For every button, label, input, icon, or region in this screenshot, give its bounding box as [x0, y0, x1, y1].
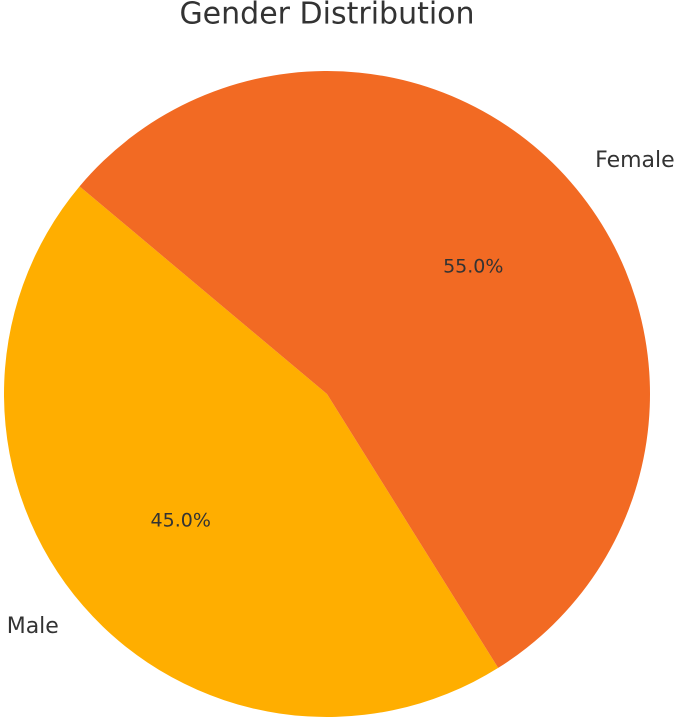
pie-slice: [4, 186, 499, 717]
value-label: 45.0%: [151, 510, 211, 532]
slice-label: Female: [595, 148, 675, 173]
chart-title: Gender Distribution: [179, 0, 474, 32]
value-label: 55.0%: [443, 255, 503, 277]
pie-slice: [79, 70, 651, 668]
slice-label: Male: [7, 614, 59, 639]
